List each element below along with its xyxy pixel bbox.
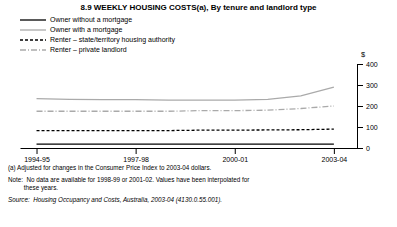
footnote-line: Source: Housing Occupancy and Costs, Aus…	[8, 196, 222, 204]
legend-swatch	[20, 19, 46, 20]
x-tick-label: 2000-01	[222, 156, 248, 163]
title: 8.9 WEEKLY HOUSING COSTS(a), By tenure a…	[80, 3, 317, 12]
series-line	[37, 129, 334, 130]
y-tick-label: 300	[366, 82, 378, 89]
x-tick: 1994-95	[24, 148, 50, 163]
legend-swatch	[20, 29, 46, 30]
y-tick-label: 100	[366, 124, 378, 131]
y-tick-mark	[357, 64, 363, 65]
x-tick-mark	[334, 148, 335, 154]
chart: 8.9 WEEKLY HOUSING COSTS(a), By tenure a…	[0, 0, 397, 227]
y-tick: 400	[357, 61, 378, 68]
y-tick-mark	[357, 148, 363, 149]
x-tick-label: 1994-95	[24, 156, 50, 163]
series-line	[37, 144, 334, 145]
lines	[37, 87, 334, 144]
y-tick-label: 0	[366, 145, 370, 152]
y-tick-mark	[357, 106, 363, 107]
y-tick: 300	[357, 82, 378, 89]
legend-label: Renter – state/territory housing authori…	[50, 36, 175, 44]
y-axis-title: $	[361, 50, 366, 59]
y-tick: 0	[357, 145, 370, 152]
legend-item: Renter – private landlord	[20, 46, 127, 54]
legend-swatch	[20, 49, 46, 50]
x-axis-line	[21, 148, 358, 149]
legend-label: Renter – private landlord	[50, 46, 127, 54]
legend: Owner without a mortgage Owner with a mor…	[20, 16, 175, 54]
y-tick-label: 400	[366, 61, 378, 68]
legend-item: Owner with a mortgage	[20, 26, 122, 34]
series-line	[37, 106, 334, 111]
x-tick: 2000-01	[222, 148, 248, 163]
legend-label: Owner with a mortgage	[50, 26, 122, 34]
footnote: (a) Adjusted for changes in the Consumer…	[8, 164, 212, 172]
x-tick: 1997-98	[123, 148, 149, 163]
x-tick-label: 2003-04	[322, 156, 348, 163]
footnote-line: Note: No data are available for 1998-99 …	[8, 176, 249, 184]
y-tick-mark	[357, 127, 363, 128]
y-tick: 200	[357, 103, 378, 110]
footnote: Source: Housing Occupancy and Costs, Aus…	[8, 196, 222, 204]
x-tick-mark	[235, 148, 236, 154]
x-tick: 2003-04	[322, 148, 348, 163]
y-tick-label: 200	[366, 103, 378, 110]
footnote-line: these years.	[8, 184, 58, 192]
x-tick-mark	[136, 148, 137, 154]
legend-item: Owner without a mortgage	[20, 16, 132, 24]
legend-swatch	[20, 39, 46, 40]
y-axis: 0 100 200 300 400	[357, 61, 378, 152]
footnote-line: (a) Adjusted for changes in the Consumer…	[8, 164, 212, 172]
series-line	[37, 87, 334, 100]
y-tick-mark	[357, 85, 363, 86]
legend-label: Owner without a mortgage	[50, 16, 132, 24]
footnote: Note: No data are available for 1998-99 …	[8, 176, 249, 192]
x-axis: 1994-95 1997-98 2000-01 2003-04	[21, 148, 358, 163]
legend-item: Renter – state/territory housing authori…	[20, 36, 175, 44]
x-tick-label: 1997-98	[123, 156, 149, 163]
y-tick: 100	[357, 124, 378, 131]
footnotes: (a) Adjusted for changes in the Consumer…	[8, 164, 249, 204]
x-tick-mark	[37, 148, 38, 154]
